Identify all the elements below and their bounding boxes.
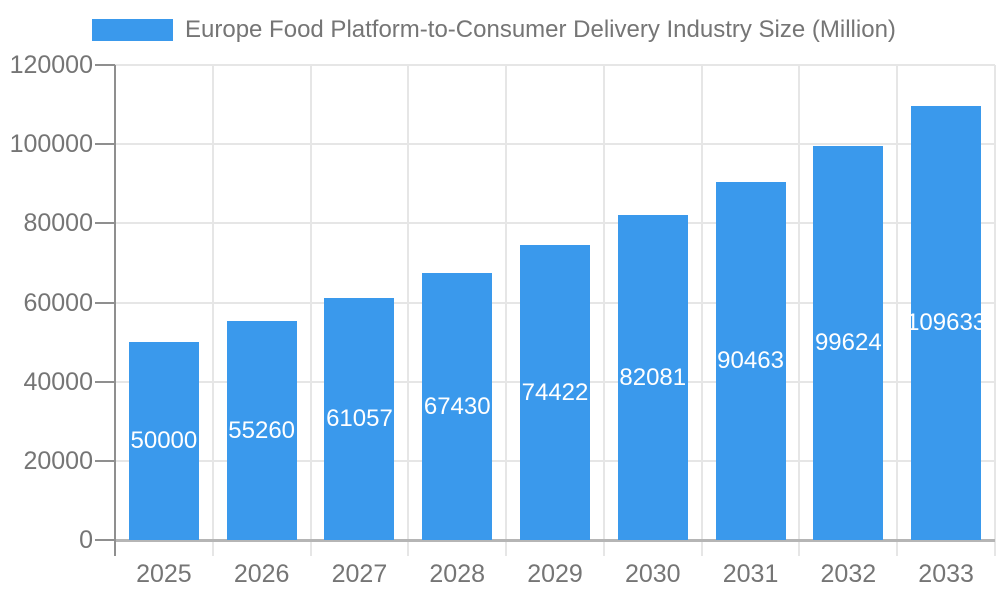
gridline-vertical	[602, 65, 605, 556]
y-axis-tick	[95, 222, 115, 225]
bar-2033[interactable]	[911, 106, 982, 540]
x-axis-line	[115, 538, 995, 542]
bar-2025[interactable]	[128, 342, 199, 540]
y-axis-tick-label: 60000	[23, 288, 93, 317]
bar-value-label: 82081	[619, 363, 687, 391]
bar-2032[interactable]	[813, 145, 884, 540]
x-axis-tick-label: 2033	[918, 560, 974, 588]
y-axis-tick	[95, 539, 115, 541]
y-axis-tick	[95, 301, 115, 304]
chart-legend[interactable]: Europe Food Platform-to-Consumer Deliver…	[92, 16, 896, 44]
bar-value-label: 99624	[814, 328, 882, 356]
bar-2029[interactable]	[520, 245, 590, 540]
bar-2027[interactable]	[324, 298, 395, 540]
x-axis-tick-label: 2031	[722, 560, 779, 588]
gridline-horizontal	[115, 143, 995, 146]
bar-2030[interactable]	[617, 215, 688, 540]
bar-value-label: 67430	[423, 392, 491, 420]
y-axis-tick	[95, 459, 115, 462]
y-axis-tick	[95, 380, 115, 383]
bar-2028[interactable]	[422, 273, 493, 540]
y-axis-tick-label: 40000	[23, 367, 93, 396]
gridline-vertical	[505, 65, 508, 556]
gridline-vertical	[211, 65, 214, 556]
gridline-vertical	[407, 65, 410, 556]
bar-2031[interactable]	[715, 181, 786, 540]
bar-value-label: 109633	[906, 309, 987, 337]
y-axis-tick-label: 120000	[9, 51, 93, 79]
bar-value-label: 61057	[326, 405, 393, 433]
x-axis-tick-label: 2032	[820, 560, 877, 588]
x-axis-tick-label: 2026	[233, 560, 290, 588]
y-axis-tick-label: 0	[79, 526, 93, 554]
y-axis-tick-label: 80000	[23, 209, 93, 238]
bar-value-label: 74422	[521, 378, 589, 406]
bar-2026[interactable]	[226, 321, 297, 540]
legend-swatch	[92, 19, 173, 41]
y-axis-tick	[95, 143, 115, 146]
gridline-horizontal	[115, 64, 995, 66]
y-axis-tick-label: 100000	[9, 130, 93, 159]
x-axis-tick-label: 2030	[624, 560, 681, 588]
gridline-vertical	[700, 65, 703, 556]
x-axis-tick-label: 2027	[331, 560, 388, 588]
bar-value-label: 50000	[130, 427, 198, 455]
bar-value-label: 90463	[717, 346, 784, 374]
y-axis-line	[114, 65, 116, 556]
x-axis-tick-label: 2025	[136, 560, 192, 588]
bar-value-label: 55260	[228, 416, 296, 444]
gridline-vertical	[309, 65, 312, 556]
gridline-vertical	[798, 65, 801, 556]
x-axis-tick-label: 2029	[527, 560, 583, 588]
gridline-horizontal	[115, 222, 995, 225]
y-axis-tick	[95, 64, 115, 66]
x-axis-tick-label: 2028	[429, 560, 486, 588]
gridline-vertical	[994, 65, 996, 556]
legend-title: Europe Food Platform-to-Consumer Deliver…	[185, 16, 896, 43]
gridline-vertical	[896, 65, 899, 556]
y-axis-tick-label: 20000	[23, 446, 93, 475]
